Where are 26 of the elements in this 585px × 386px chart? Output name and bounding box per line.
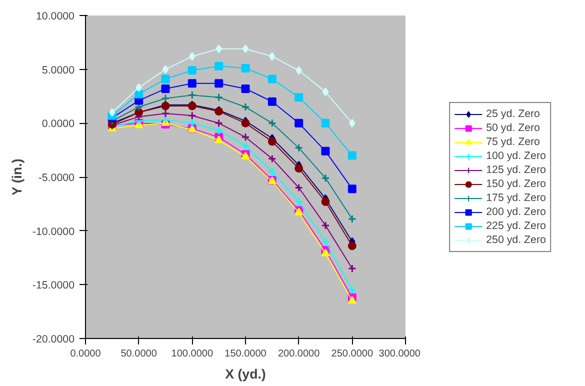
legend-label: 175 yd. Zero (486, 190, 546, 204)
x-tick-label: 250.0000 (331, 348, 374, 360)
y-tick-label: 0.0000 (42, 118, 75, 130)
y-tick-label: -10.0000 (32, 226, 75, 238)
x-tick-label: 100.0000 (171, 348, 214, 360)
y-tick-label: 5.0000 (42, 64, 75, 76)
x-tick-label: 200.0000 (278, 348, 320, 360)
y-tick-label: 10.0000 (36, 10, 75, 22)
x-tick-label: 0.0000 (70, 348, 102, 360)
legend-label: 75 yd. Zero (486, 134, 540, 148)
legend-label: 225 yd. Zero (486, 218, 546, 232)
y-tick-label: -20.0000 (32, 334, 75, 346)
legend-label: 125 yd. Zero (486, 162, 546, 176)
x-tick-label: 300.0000 (378, 348, 421, 360)
y-tick-label: -5.0000 (38, 172, 75, 184)
y-tick-label: -15.0000 (32, 280, 75, 292)
legend-label: 150 yd. Zero (486, 176, 546, 190)
y-axis-title: Y (in.) (9, 158, 24, 196)
legend-label: 200 yd. Zero (486, 204, 546, 218)
legend-label: 100 yd. Zero (486, 148, 546, 162)
x-tick-label: 50.0000 (120, 348, 158, 360)
x-tick-label: 150.0000 (224, 348, 267, 360)
legend-label: 250 yd. Zero (486, 232, 546, 246)
legend-label: 25 yd. Zero (486, 106, 540, 120)
x-axis-title: X (yd.) (225, 366, 266, 382)
legend-label: 50 yd. Zero (486, 120, 540, 134)
